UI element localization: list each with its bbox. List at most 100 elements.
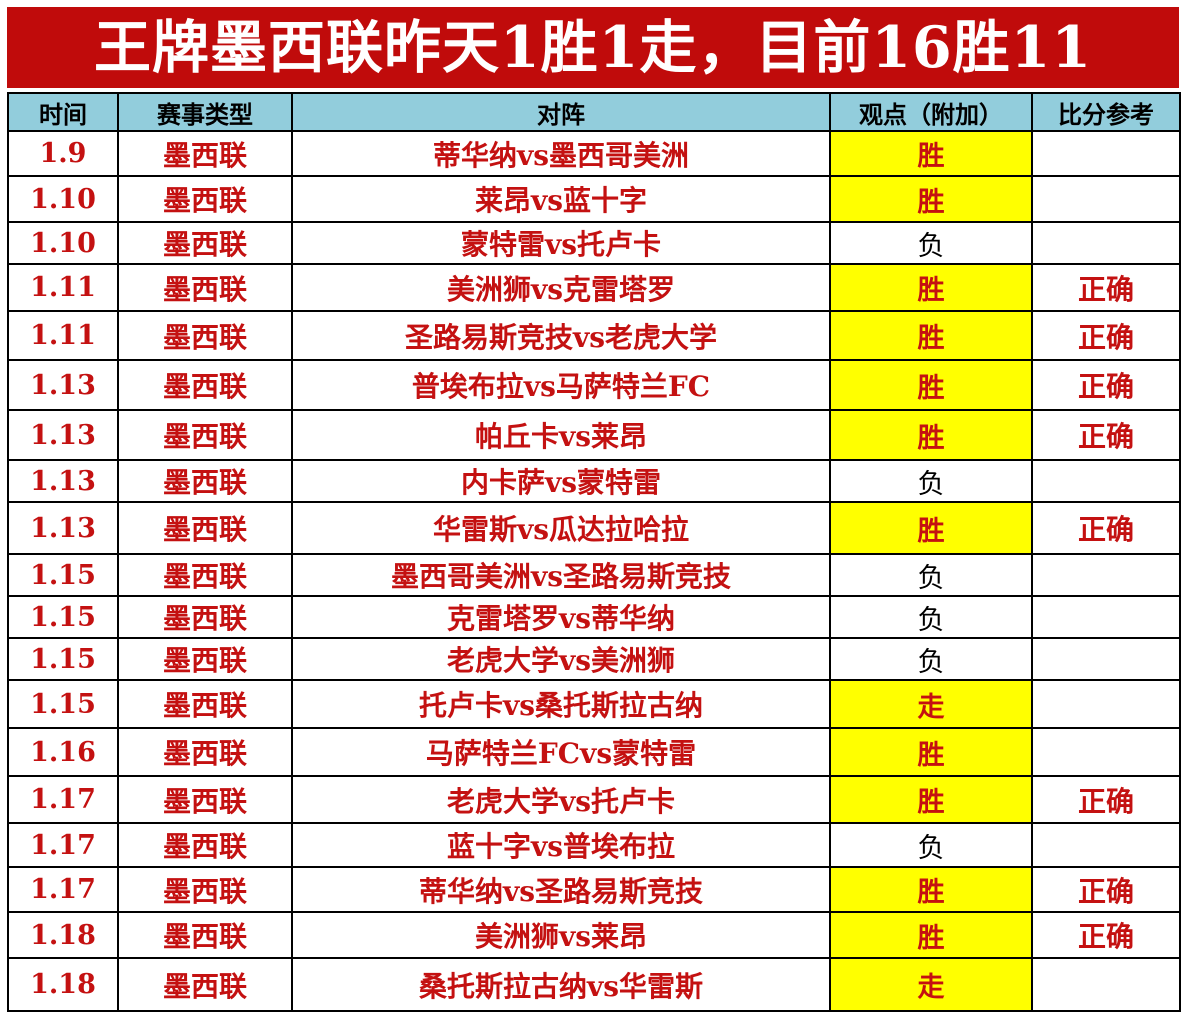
cell-verdict: 走	[829, 679, 1033, 729]
table-row: 1.13 墨西联 普埃布拉vs马萨特兰FC 胜 正确	[7, 359, 1181, 411]
header-cell-league: 赛事类型	[117, 92, 293, 132]
cell-league: 墨西联	[117, 775, 293, 824]
cell-result: 正确	[1031, 775, 1181, 824]
cell-date: 1.17	[7, 822, 119, 868]
table-row: 1.15 墨西联 托卢卡vs桑托斯拉古纳 走	[7, 679, 1181, 729]
cell-match: 克雷塔罗vs蒂华纳	[291, 595, 831, 639]
cell-match: 马萨特兰FCvs蒙特雷	[291, 727, 831, 777]
results-table: 时间 赛事类型 对阵 观点（附加） 比分参考 1.9 墨西联 蒂华纳vs墨西哥美…	[7, 92, 1181, 1012]
table-row: 1.10 墨西联 蒙特雷vs托卢卡 负	[7, 221, 1181, 265]
cell-league: 墨西联	[117, 727, 293, 777]
cell-league: 墨西联	[117, 637, 293, 681]
table-row: 1.18 墨西联 美洲狮vs莱昂 胜 正确	[7, 911, 1181, 959]
cell-date: 1.11	[7, 310, 119, 361]
cell-league: 墨西联	[117, 822, 293, 868]
cell-date: 1.17	[7, 775, 119, 824]
cell-verdict: 胜	[829, 175, 1033, 223]
cell-match: 圣路易斯竞技vs老虎大学	[291, 310, 831, 361]
cell-verdict: 胜	[829, 359, 1033, 411]
cell-match: 托卢卡vs桑托斯拉古纳	[291, 679, 831, 729]
cell-verdict: 胜	[829, 409, 1033, 461]
header-cell-verdict: 观点（附加）	[829, 92, 1033, 132]
cell-result: 正确	[1031, 501, 1181, 555]
cell-verdict: 负	[829, 221, 1033, 265]
table-row: 1.13 墨西联 帕丘卡vs莱昂 胜 正确	[7, 409, 1181, 461]
cell-result: 正确	[1031, 310, 1181, 361]
cell-result	[1031, 553, 1181, 597]
cell-result	[1031, 459, 1181, 503]
table-row: 1.9 墨西联 蒂华纳vs墨西哥美洲 胜	[7, 130, 1181, 177]
cell-result	[1031, 175, 1181, 223]
cell-date: 1.13	[7, 459, 119, 503]
cell-match: 美洲狮vs克雷塔罗	[291, 263, 831, 312]
cell-date: 1.13	[7, 409, 119, 461]
cell-result: 正确	[1031, 263, 1181, 312]
cell-match: 蓝十字vs普埃布拉	[291, 822, 831, 868]
cell-league: 墨西联	[117, 459, 293, 503]
cell-verdict: 胜	[829, 775, 1033, 824]
cell-verdict: 负	[829, 553, 1033, 597]
cell-match: 帕丘卡vs莱昂	[291, 409, 831, 461]
cell-date: 1.13	[7, 501, 119, 555]
cell-result	[1031, 130, 1181, 177]
cell-result	[1031, 637, 1181, 681]
cell-result: 正确	[1031, 911, 1181, 959]
table-row: 1.15 墨西联 克雷塔罗vs蒂华纳 负	[7, 595, 1181, 639]
cell-verdict: 胜	[829, 263, 1033, 312]
cell-result: 正确	[1031, 359, 1181, 411]
table-row: 1.13 墨西联 华雷斯vs瓜达拉哈拉 胜 正确	[7, 501, 1181, 555]
header-row: 时间 赛事类型 对阵 观点（附加） 比分参考	[7, 92, 1181, 132]
cell-match: 莱昂vs蓝十字	[291, 175, 831, 223]
table-row: 1.11 墨西联 美洲狮vs克雷塔罗 胜 正确	[7, 263, 1181, 312]
cell-date: 1.15	[7, 595, 119, 639]
cell-match: 内卡萨vs蒙特雷	[291, 459, 831, 503]
page-title: 王牌墨西联昨天1胜1走，目前16胜11	[7, 7, 1179, 88]
cell-league: 墨西联	[117, 359, 293, 411]
cell-date: 1.15	[7, 637, 119, 681]
cell-result: 正确	[1031, 409, 1181, 461]
cell-match: 普埃布拉vs马萨特兰FC	[291, 359, 831, 411]
cell-league: 墨西联	[117, 130, 293, 177]
cell-match: 蒂华纳vs圣路易斯竞技	[291, 866, 831, 913]
cell-date: 1.18	[7, 911, 119, 959]
table-row: 1.18 墨西联 桑托斯拉古纳vs华雷斯 走	[7, 957, 1181, 1012]
cell-result	[1031, 727, 1181, 777]
cell-league: 墨西联	[117, 310, 293, 361]
cell-league: 墨西联	[117, 501, 293, 555]
cell-verdict: 胜	[829, 130, 1033, 177]
cell-league: 墨西联	[117, 957, 293, 1012]
cell-date: 1.10	[7, 221, 119, 265]
cell-league: 墨西联	[117, 553, 293, 597]
cell-date: 1.17	[7, 866, 119, 913]
cell-verdict: 负	[829, 822, 1033, 868]
table-row: 1.17 墨西联 老虎大学vs托卢卡 胜 正确	[7, 775, 1181, 824]
table-row: 1.15 墨西联 老虎大学vs美洲狮 负	[7, 637, 1181, 681]
table-row: 1.16 墨西联 马萨特兰FCvs蒙特雷 胜	[7, 727, 1181, 777]
cell-verdict: 胜	[829, 310, 1033, 361]
cell-match: 墨西哥美洲vs圣路易斯竞技	[291, 553, 831, 597]
cell-date: 1.16	[7, 727, 119, 777]
cell-date: 1.9	[7, 130, 119, 177]
cell-verdict: 胜	[829, 501, 1033, 555]
cell-verdict: 走	[829, 957, 1033, 1012]
cell-verdict: 胜	[829, 866, 1033, 913]
cell-match: 蒂华纳vs墨西哥美洲	[291, 130, 831, 177]
cell-league: 墨西联	[117, 221, 293, 265]
cell-date: 1.13	[7, 359, 119, 411]
cell-date: 1.15	[7, 553, 119, 597]
cell-match: 蒙特雷vs托卢卡	[291, 221, 831, 265]
cell-result: 正确	[1031, 866, 1181, 913]
cell-date: 1.18	[7, 957, 119, 1012]
table-row: 1.13 墨西联 内卡萨vs蒙特雷 负	[7, 459, 1181, 503]
cell-league: 墨西联	[117, 911, 293, 959]
cell-league: 墨西联	[117, 866, 293, 913]
table-body: 1.9 墨西联 蒂华纳vs墨西哥美洲 胜 1.10 墨西联 莱昂vs蓝十字 胜 …	[7, 130, 1181, 1012]
header-cell-time: 时间	[7, 92, 119, 132]
cell-date: 1.15	[7, 679, 119, 729]
header-cell-match: 对阵	[291, 92, 831, 132]
cell-result	[1031, 221, 1181, 265]
table-row: 1.11 墨西联 圣路易斯竞技vs老虎大学 胜 正确	[7, 310, 1181, 361]
table-row: 1.17 墨西联 蒂华纳vs圣路易斯竞技 胜 正确	[7, 866, 1181, 913]
header-cell-result: 比分参考	[1031, 92, 1181, 132]
